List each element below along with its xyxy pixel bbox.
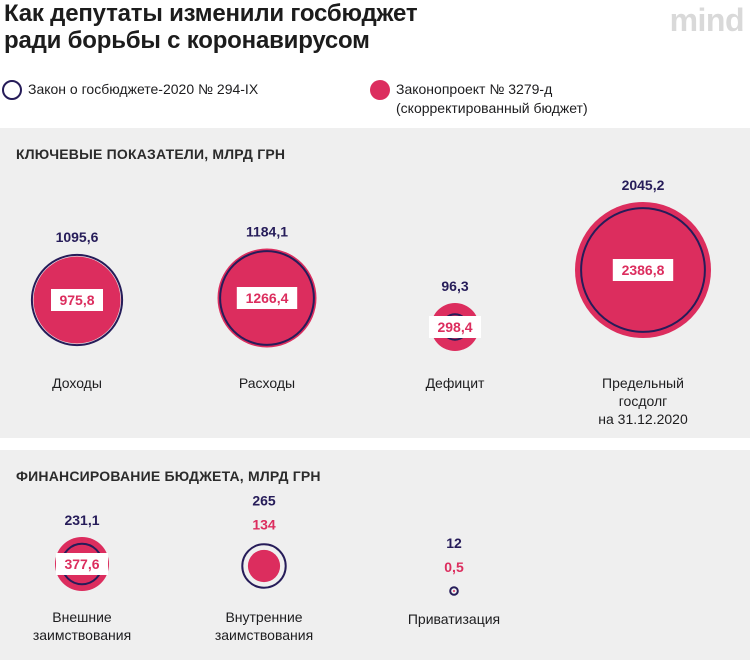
legend-outline-circle-icon — [2, 80, 22, 100]
bill-value-box-c0-1 — [236, 287, 298, 309]
category-label-c1-0-1: заимствования — [33, 627, 131, 643]
financing-title: ФИНАНСИРОВАНИЕ БЮДЖЕТА, МЛРД ГРН — [16, 468, 321, 484]
law-value-label-c0-0: 1095,6 — [56, 229, 99, 245]
category-label-c0-0-0: Доходы — [52, 375, 102, 391]
legend-law-2020: Закон о госбюджете-2020 № 294-IX — [2, 80, 258, 100]
law-value-label-c0-1: 1184,1 — [246, 224, 288, 240]
legend-bill-line-1: Законопроект № 3279-д — [396, 81, 553, 97]
category-label-c1-0-0: Внешние — [52, 609, 112, 625]
law-value-label-c0-3: 2045,2 — [622, 177, 665, 193]
brand-logo: mind — [669, 2, 745, 38]
category-label-c0-3-0: Предельный — [602, 375, 684, 391]
page-title: Как депутаты изменили госбюджет ради бор… — [4, 0, 544, 54]
bill-value-box-c0-3 — [612, 259, 674, 281]
key-indicators-title: КЛЮЧЕВЫЕ ПОКАЗАТЕЛИ, МЛРД ГРН — [16, 146, 286, 162]
legend-bill-line-2: (скорректированный бюджет) — [396, 100, 588, 116]
bill-value-label-c0-1: 1266,4 — [246, 290, 289, 306]
law-value-label-c0-2: 96,3 — [441, 278, 468, 294]
category-label-c0-3-1: госдолг — [619, 393, 668, 409]
bill-value-label-c0-0: 975,8 — [59, 292, 94, 308]
legend-bill-label: Законопроект № 3279-д (скорректированный… — [396, 80, 588, 118]
legend-law-2020-label: Закон о госбюджете-2020 № 294-IX — [28, 81, 259, 97]
bill-value-box-c1-0 — [56, 553, 108, 575]
law-value-label-c1-0: 231,1 — [64, 512, 99, 528]
bill-bubble-c1-1 — [247, 549, 281, 583]
law-bubble-c1-1 — [241, 543, 287, 589]
law-bubble-c1-2 — [449, 586, 459, 596]
law-value-label-c1-2: 12 — [446, 535, 462, 551]
category-label-c0-2-0: Дефицит — [426, 375, 485, 391]
title-line-1: Как депутаты изменили госбюджет — [4, 0, 418, 27]
bill-value-box-c0-2 — [429, 316, 481, 338]
bill-value-label-c1-0: 377,6 — [64, 556, 99, 572]
category-label-c0-1-0: Расходы — [239, 375, 295, 391]
bill-value-label-c1-1: 134 — [252, 516, 276, 532]
law-bubble-c0-1 — [219, 250, 315, 346]
category-label-c1-1-1: заимствования — [215, 627, 313, 643]
law-value-label-c1-1: 265 — [252, 492, 276, 508]
category-label-c0-3-2: на 31.12.2020 — [598, 411, 688, 427]
bill-value-label-c1-2: 0,5 — [444, 559, 464, 575]
financing-panel: ФИНАНСИРОВАНИЕ БЮДЖЕТА, МЛРД ГРН — [0, 450, 750, 660]
legend-bill: Законопроект № 3279-д (скорректированный… — [370, 80, 588, 118]
category-label-c1-1-0: Внутренние — [225, 609, 302, 625]
law-bubble-c0-0 — [30, 253, 124, 347]
title-line-2: ради борьбы с коронавирусом — [4, 27, 370, 54]
category-label-c1-2-0: Приватизация — [408, 611, 500, 627]
bill-value-box-c0-0 — [51, 289, 103, 311]
legend-filled-circle-icon — [370, 80, 390, 100]
bill-value-label-c0-3: 2386,8 — [622, 262, 665, 278]
bill-bubble-c1-2 — [453, 590, 455, 592]
bill-value-label-c0-2: 298,4 — [437, 319, 472, 335]
law-bubble-c0-3 — [580, 207, 706, 333]
